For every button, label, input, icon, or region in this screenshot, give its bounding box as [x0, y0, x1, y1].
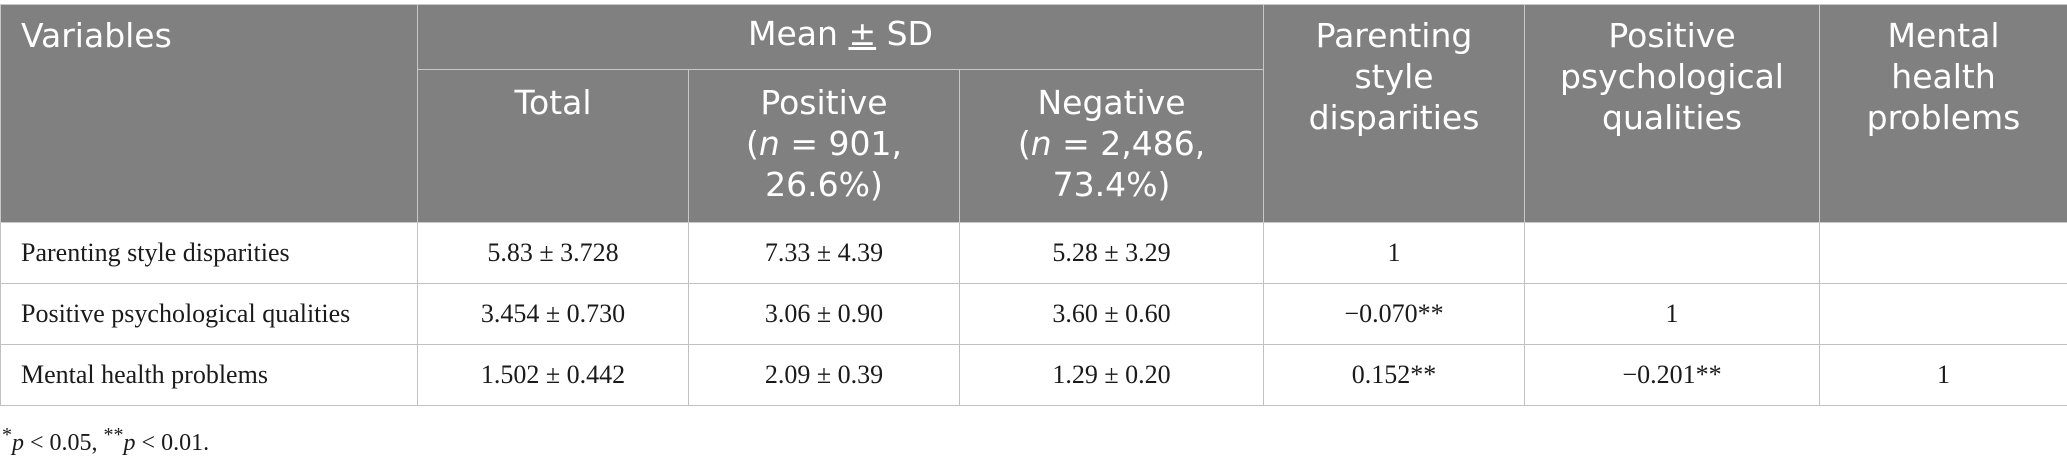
cell-psd: −0.070** [1263, 283, 1526, 345]
cell-mhp [1819, 283, 2067, 345]
cell-positive: 2.09 ± 0.39 [688, 344, 960, 406]
cell-total: 5.83 ± 3.728 [417, 222, 689, 284]
cell-total: 3.454 ± 0.730 [417, 283, 689, 345]
footnote-threshold-2: < 0.01. [135, 430, 210, 456]
header-sd-text: SD [876, 14, 933, 53]
header-mean-text: Mean [748, 14, 838, 53]
header-row-2: Total Positive (n = 901, 26.6%) Negative (n… [1, 69, 2067, 223]
header-negative: Negative (n = 2,486, 73.4%) [958, 69, 1265, 223]
positive-count: = 901, [779, 124, 902, 163]
cell-negative: 3.60 ± 0.60 [958, 283, 1265, 345]
cell-mhp [1819, 222, 2067, 284]
row-label: Mental health problems [0, 344, 418, 406]
table-row: Positive psychological qualities 3.454 ±… [0, 283, 2067, 345]
cell-negative: 5.28 ± 3.29 [958, 222, 1265, 284]
plus-minus-symbol: ± [848, 14, 877, 53]
cell-psd: 1 [1263, 222, 1526, 284]
table-row: Parenting style disparities 5.83 ± 3.728… [0, 222, 2067, 284]
header-mental-health-problems: Mental health problems [1819, 4, 2067, 223]
table-row: Mental health problems 1.502 ± 0.442 2.0… [0, 344, 2067, 406]
cell-mhp: 1 [1819, 344, 2067, 406]
footnote-asterisk-1: * [2, 424, 12, 446]
positive-pct: 26.6%) [765, 165, 883, 204]
positive-label: Positive [760, 83, 888, 122]
footnote-asterisk-2: ** [103, 424, 124, 446]
row-label: Parenting style disparities [0, 222, 418, 284]
row-label: Positive psychological qualities [0, 283, 418, 345]
header-mean-sd: Mean ± SD [416, 4, 1265, 70]
cell-ppq: −0.201** [1524, 344, 1821, 406]
cell-total: 1.502 ± 0.442 [417, 344, 689, 406]
positive-n: n [758, 124, 780, 163]
header-row-1: Variables Mean ± SD Parenting style disp… [0, 4, 2067, 223]
negative-pct: 73.4%) [1052, 165, 1171, 204]
footnote-p-2: p [123, 430, 136, 456]
header-variables: Variables [0, 4, 418, 223]
header-total: Total [417, 69, 689, 223]
negative-count: = 2,486, [1051, 124, 1206, 163]
header-positive: Positive (n = 901, 26.6%) [688, 69, 960, 223]
cell-psd: 0.152** [1263, 344, 1526, 406]
cell-negative: 1.29 ± 0.20 [958, 344, 1265, 406]
cell-positive: 7.33 ± 4.39 [688, 222, 960, 284]
negative-label: Negative [1037, 83, 1186, 122]
cell-ppq: 1 [1524, 283, 1821, 345]
header-parenting-style-disparities: Parenting style disparities [1263, 4, 1526, 223]
correlation-table: Variables Mean ± SD Parenting style disp… [0, 4, 2067, 406]
footnote-threshold-1: < 0.05, [24, 430, 104, 456]
negative-n: n [1030, 124, 1052, 163]
footnote-p-1: p [12, 430, 24, 456]
significance-footnote: *p < 0.05, **p < 0.01. [2, 424, 209, 457]
cell-positive: 3.06 ± 0.90 [688, 283, 960, 345]
cell-ppq [1524, 222, 1821, 284]
header-positive-psychological-qualities: Positive psychological qualities [1524, 4, 1821, 223]
